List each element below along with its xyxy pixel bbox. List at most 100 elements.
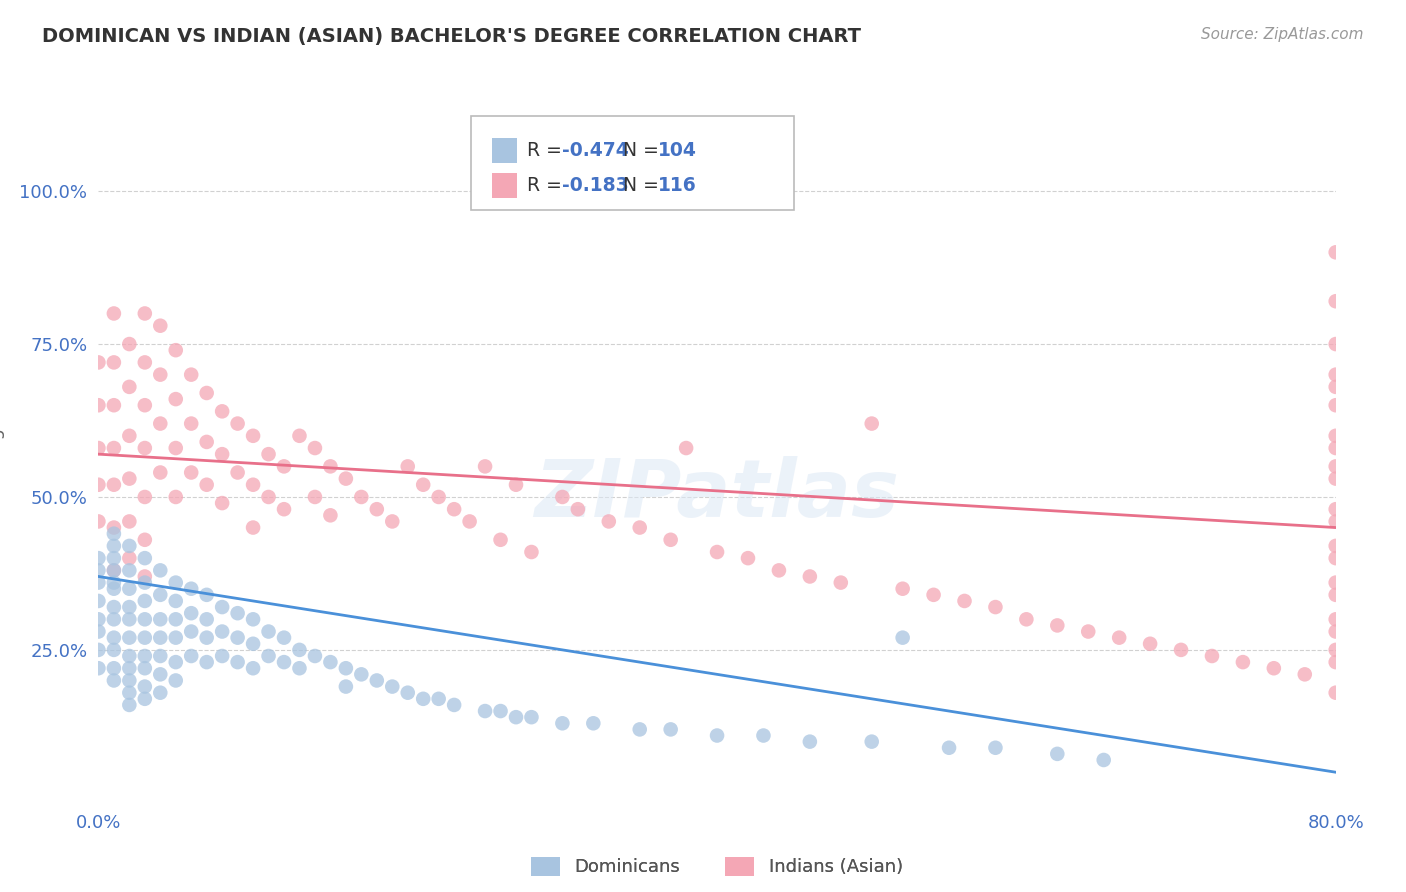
Point xyxy=(165,575,187,590)
Point xyxy=(195,386,218,401)
Point xyxy=(134,355,156,369)
Point xyxy=(706,545,728,559)
Point xyxy=(1324,472,1347,486)
Point xyxy=(87,515,110,529)
Point xyxy=(134,680,156,694)
Text: 116: 116 xyxy=(658,176,697,195)
Point xyxy=(1077,624,1099,639)
Point xyxy=(149,686,172,700)
Point xyxy=(1092,753,1115,767)
Text: -0.183: -0.183 xyxy=(562,176,628,195)
Point xyxy=(103,673,125,688)
Text: DOMINICAN VS INDIAN (ASIAN) BACHELOR'S DEGREE CORRELATION CHART: DOMINICAN VS INDIAN (ASIAN) BACHELOR'S D… xyxy=(42,27,862,45)
Point xyxy=(427,490,450,504)
Point xyxy=(118,661,141,675)
Point xyxy=(257,490,280,504)
Point xyxy=(628,520,651,534)
Text: N =: N = xyxy=(623,141,665,161)
Point xyxy=(381,515,404,529)
Point xyxy=(273,459,295,474)
Point xyxy=(118,600,141,615)
Text: -0.474: -0.474 xyxy=(562,141,628,161)
Point xyxy=(304,490,326,504)
Point xyxy=(273,631,295,645)
Point xyxy=(505,710,527,724)
Point xyxy=(103,563,125,577)
Text: N =: N = xyxy=(623,176,665,195)
Point xyxy=(474,704,496,718)
Point xyxy=(118,686,141,700)
Point xyxy=(180,606,202,620)
Point xyxy=(87,661,110,675)
Text: R =: R = xyxy=(527,141,568,161)
Point xyxy=(1324,655,1347,669)
Point xyxy=(149,667,172,681)
Point xyxy=(520,710,543,724)
Point xyxy=(242,477,264,491)
Point xyxy=(226,606,249,620)
Point xyxy=(860,734,883,748)
Point xyxy=(211,404,233,418)
Point xyxy=(118,563,141,577)
Point xyxy=(134,533,156,547)
Point xyxy=(304,648,326,663)
Point xyxy=(860,417,883,431)
Point xyxy=(149,612,172,626)
Point xyxy=(1324,245,1347,260)
Point xyxy=(1324,539,1347,553)
Point xyxy=(103,526,125,541)
Point xyxy=(1108,631,1130,645)
Point xyxy=(1324,337,1347,351)
Point xyxy=(1324,441,1347,455)
Point xyxy=(134,306,156,320)
Point xyxy=(598,515,620,529)
Point xyxy=(149,588,172,602)
Point xyxy=(118,539,141,553)
Point xyxy=(195,588,218,602)
Point xyxy=(752,729,775,743)
Point xyxy=(288,643,311,657)
Point xyxy=(659,533,682,547)
Point xyxy=(87,643,110,657)
Point xyxy=(103,355,125,369)
Point xyxy=(180,582,202,596)
Point xyxy=(87,477,110,491)
Point xyxy=(1324,502,1347,516)
Point xyxy=(118,698,141,712)
Point xyxy=(118,631,141,645)
Point xyxy=(165,594,187,608)
Point xyxy=(134,490,156,504)
Point xyxy=(242,661,264,675)
Point xyxy=(257,447,280,461)
Point xyxy=(799,734,821,748)
Point xyxy=(551,716,574,731)
Point xyxy=(118,551,141,566)
Point xyxy=(1232,655,1254,669)
Point xyxy=(288,661,311,675)
Point xyxy=(257,648,280,663)
Point xyxy=(319,459,342,474)
Point xyxy=(149,563,172,577)
Point xyxy=(103,582,125,596)
Point xyxy=(87,398,110,412)
Point xyxy=(226,631,249,645)
Point xyxy=(118,472,141,486)
Point xyxy=(659,723,682,737)
Text: 104: 104 xyxy=(658,141,697,161)
Point xyxy=(103,398,125,412)
Point xyxy=(134,648,156,663)
Point xyxy=(118,380,141,394)
Point xyxy=(103,643,125,657)
Point xyxy=(335,680,357,694)
Point xyxy=(1324,515,1347,529)
Point xyxy=(489,704,512,718)
Point xyxy=(180,368,202,382)
Point xyxy=(1201,648,1223,663)
Point xyxy=(505,477,527,491)
Point xyxy=(149,631,172,645)
Point xyxy=(134,594,156,608)
Point xyxy=(211,648,233,663)
Point xyxy=(1015,612,1038,626)
Point xyxy=(1324,686,1347,700)
Point xyxy=(180,648,202,663)
